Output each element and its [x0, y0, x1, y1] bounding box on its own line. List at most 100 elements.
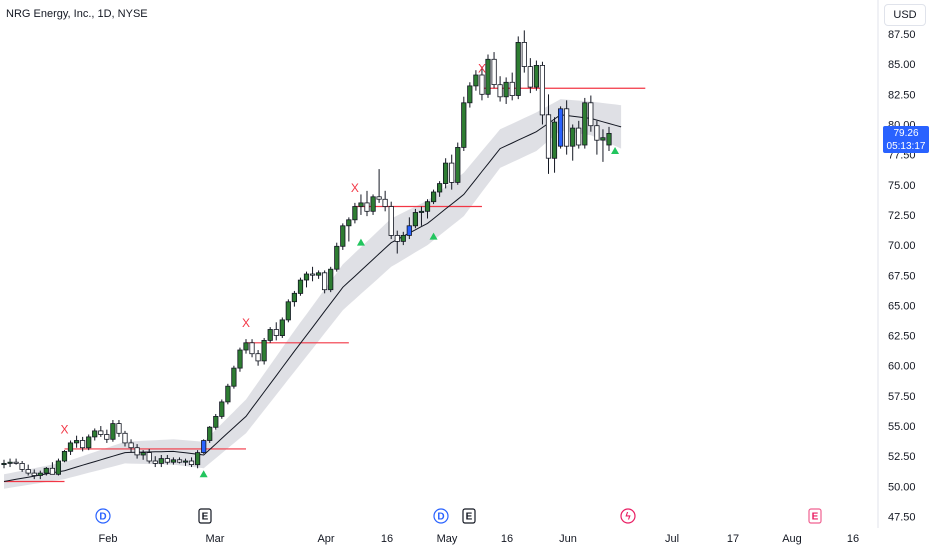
time-axis[interactable]: Feb Mar Apr 16 May 16 Jun Jul 17 Aug 16: [99, 533, 860, 545]
candle-body: [309, 273, 316, 276]
candle-body: [461, 102, 467, 148]
candle: [400, 231, 406, 246]
candle-body: [158, 458, 164, 464]
event-marker-earnings[interactable]: E: [198, 508, 212, 524]
candle-body: [588, 102, 594, 127]
event-badge: [95, 508, 111, 524]
candle: [110, 420, 116, 442]
candle-body: [406, 225, 412, 236]
candle-body: [13, 461, 19, 464]
candle: [570, 124, 576, 161]
candle-body: [503, 81, 509, 98]
candle-body: [122, 432, 128, 444]
time-tick-label: Mar: [206, 533, 225, 545]
x-marker: X: [242, 316, 250, 330]
candle: [170, 457, 176, 465]
candle: [424, 199, 431, 219]
candle-body: [37, 472, 43, 476]
price-tick-label: 55.00: [888, 421, 916, 433]
x-marker: X: [61, 422, 69, 436]
candle: [588, 95, 594, 132]
candle: [92, 428, 98, 441]
candle-body: [92, 430, 98, 438]
event-marker-dividend[interactable]: D: [433, 508, 449, 524]
time-tick-label: 17: [727, 533, 739, 545]
candle: [539, 61, 546, 125]
candle: [394, 230, 400, 254]
candle: [279, 317, 285, 338]
candle-body: [430, 191, 437, 203]
event-badge: [433, 508, 449, 524]
buy-signal-triangle: [429, 232, 438, 240]
candle-body: [146, 452, 152, 462]
candle: [55, 458, 62, 476]
candle-body: [400, 234, 406, 242]
candle-body: [201, 440, 207, 454]
candle-body: [606, 132, 612, 146]
candle: [503, 77, 509, 104]
price-tick-label: 87.50: [888, 29, 916, 41]
event-badge: [462, 508, 476, 524]
currency-button[interactable]: USD: [884, 4, 926, 26]
event-label: E: [812, 512, 819, 523]
candle: [582, 97, 588, 149]
candle-body: [291, 292, 298, 303]
candle: [188, 457, 195, 468]
candle: [31, 469, 37, 480]
price-tick-label: 52.50: [888, 451, 916, 463]
candle-body: [273, 329, 279, 336]
time-tick-label: 16: [501, 533, 513, 545]
event-marker-dividend[interactable]: D: [95, 508, 111, 524]
candle: [225, 383, 231, 405]
time-tick-label: 16: [381, 533, 393, 545]
candle-body: [67, 442, 74, 452]
event-marker-earnings-future[interactable]: E: [808, 508, 822, 524]
price-axis[interactable]: 87.5085.0082.5080.0077.5075.0072.5070.00…: [888, 29, 916, 524]
last-price-tag: 79.26 05:13:17: [883, 126, 929, 153]
candle: [467, 82, 473, 108]
envelope-band: [4, 99, 622, 489]
price-tick-label: 57.50: [888, 391, 916, 403]
candle-body: [382, 198, 388, 207]
buy-signal-triangle: [611, 147, 620, 155]
price-tick-label: 47.50: [888, 512, 916, 524]
candle: [122, 430, 128, 447]
candle: [267, 327, 273, 343]
candle-body: [279, 319, 285, 336]
signal-markers: X X X X: [61, 62, 620, 478]
candle-body: [140, 452, 146, 456]
candle: [146, 448, 152, 464]
event-label: D: [99, 512, 106, 523]
price-tick-label: 70.00: [888, 240, 916, 252]
candle: [521, 30, 527, 73]
candle: [43, 467, 49, 476]
candle: [128, 439, 134, 453]
candle: [285, 299, 291, 323]
candle-body: [255, 353, 261, 362]
candle-body: [594, 125, 600, 141]
candle: [1, 459, 7, 469]
candle: [309, 266, 316, 282]
candle: [382, 190, 388, 212]
event-marker-split[interactable]: ϟ: [620, 508, 636, 524]
moving-average-line: [3, 114, 622, 482]
candle-body: [497, 84, 503, 98]
candle: [315, 270, 322, 279]
candle-body: [194, 452, 201, 466]
candle-body: [25, 469, 31, 474]
candle-body: [261, 339, 267, 362]
chart-title: NRG Energy, Inc., 1D, NYSE: [6, 8, 148, 20]
candle: [86, 434, 92, 451]
event-badge: [198, 508, 212, 524]
bar-countdown: 05:13:17: [886, 141, 926, 152]
candle: [455, 142, 461, 185]
candle-body: [418, 210, 425, 213]
candles: [1, 30, 612, 480]
event-marker-earnings[interactable]: E: [462, 508, 476, 524]
event-label: E: [202, 512, 209, 523]
candle: [533, 60, 540, 91]
candle: [346, 217, 352, 242]
price-tick-label: 67.50: [888, 270, 916, 282]
